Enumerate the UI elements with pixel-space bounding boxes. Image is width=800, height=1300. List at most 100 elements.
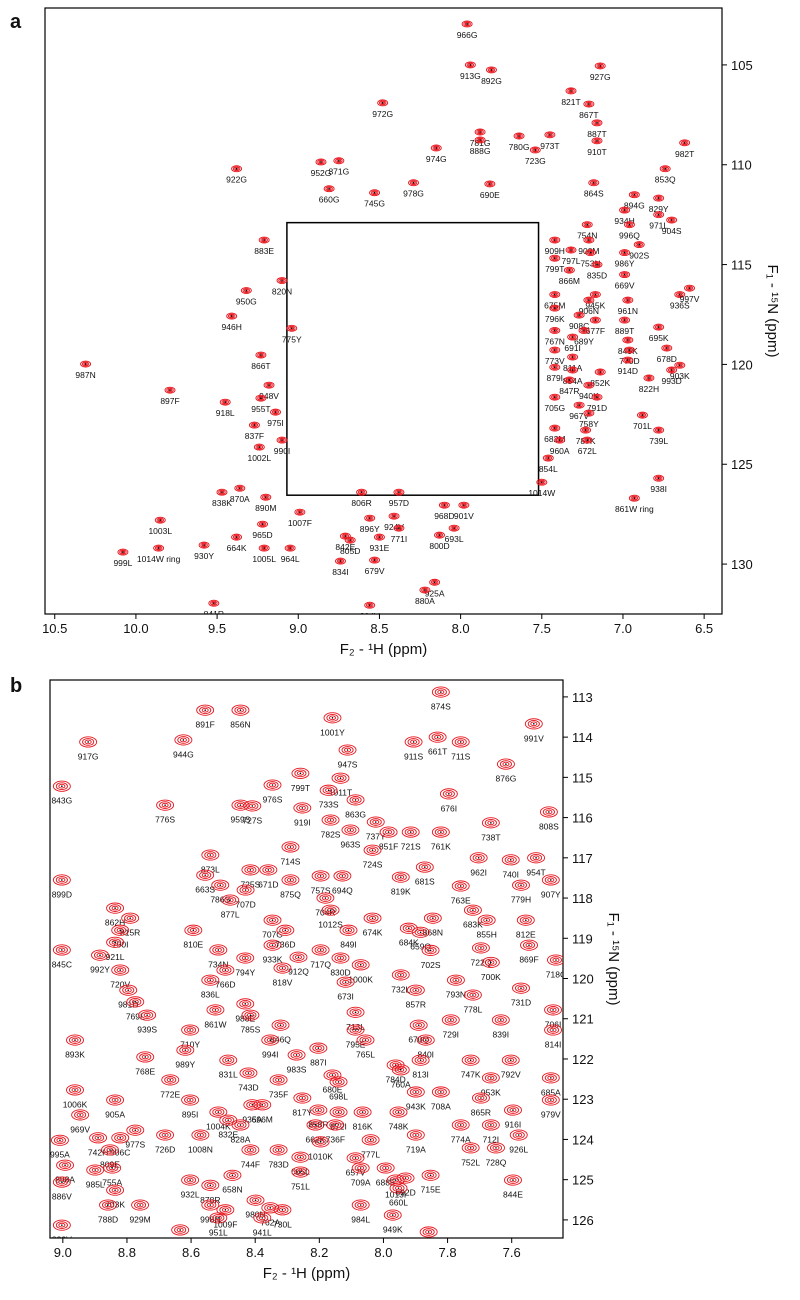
peak: [491, 1014, 510, 1026]
contour: [159, 1131, 172, 1139]
peak-label: 852K: [590, 378, 610, 388]
contour: [119, 984, 138, 996]
peak: [293, 1092, 312, 1104]
peak-label: 912Q: [288, 967, 309, 977]
contour: [181, 1094, 200, 1106]
peak: [549, 254, 561, 262]
contour: [379, 1164, 392, 1172]
contour: [451, 736, 470, 748]
contour: [275, 1077, 283, 1083]
contour: [434, 1088, 447, 1096]
contour: [324, 906, 337, 914]
contour: [365, 602, 374, 608]
contour: [632, 496, 637, 500]
contour: [531, 147, 540, 153]
peak-center: [553, 307, 556, 309]
peak-center: [289, 846, 292, 848]
peak-center: [509, 859, 512, 861]
contour: [346, 1152, 365, 1164]
contour: [474, 944, 487, 952]
contour: [187, 926, 200, 935]
contour: [219, 1054, 238, 1066]
contour: [109, 904, 122, 912]
contour: [56, 1159, 75, 1171]
peak-center: [477, 857, 480, 859]
peak-label: 954T: [526, 867, 545, 877]
contour: [622, 273, 627, 277]
contour: [585, 382, 593, 388]
peak-label: 679V: [365, 566, 385, 576]
contour: [464, 1144, 477, 1152]
contour: [326, 1119, 345, 1131]
peak-center: [277, 1149, 280, 1151]
contour: [417, 1057, 425, 1063]
peak-label: 773V: [545, 356, 565, 366]
peak: [234, 484, 246, 492]
contour: [522, 941, 536, 949]
contour: [347, 538, 353, 542]
contour: [106, 1094, 125, 1106]
contour: [477, 130, 483, 134]
contour: [383, 1209, 402, 1221]
peak: [284, 544, 296, 552]
peak: [176, 1044, 195, 1056]
contour: [570, 355, 575, 359]
contour: [435, 532, 444, 538]
contour: [406, 1129, 425, 1141]
contour: [325, 787, 333, 793]
contour: [411, 181, 416, 185]
contour: [664, 346, 670, 350]
contour: [570, 335, 575, 339]
peak-label: 976S: [263, 795, 283, 805]
contour: [439, 788, 458, 800]
peak-center: [159, 519, 162, 521]
contour: [551, 364, 559, 370]
peak: [52, 1219, 71, 1231]
contour: [201, 543, 207, 547]
contour: [236, 884, 255, 896]
contour: [58, 783, 66, 789]
contour: [580, 426, 592, 434]
contour: [239, 1067, 258, 1079]
contour: [541, 1094, 560, 1106]
contour: [156, 546, 161, 550]
contour: [583, 222, 591, 228]
peak-center: [588, 239, 590, 241]
peak-label: 660G: [319, 195, 340, 205]
contour: [583, 381, 595, 389]
peak: [106, 1094, 125, 1106]
contour: [179, 737, 187, 743]
contour: [346, 794, 365, 806]
contour: [474, 1094, 487, 1102]
peak-center: [209, 1204, 212, 1206]
peak: [209, 944, 228, 956]
peak-center: [657, 429, 660, 431]
peak-label: 837F: [245, 431, 264, 441]
contour: [369, 818, 382, 826]
peak-label: 879I: [547, 373, 564, 383]
peak-label: 799T: [545, 264, 564, 274]
peak: [659, 165, 671, 173]
contour: [278, 278, 286, 284]
contour: [620, 207, 629, 213]
peak: [549, 236, 561, 244]
peak: [471, 1092, 490, 1104]
peak-label: 893K: [65, 1050, 85, 1060]
contour: [539, 480, 545, 484]
contour: [263, 381, 275, 389]
contour: [249, 1196, 262, 1205]
contour: [216, 882, 224, 888]
contour: [431, 826, 450, 838]
contour: [219, 490, 225, 494]
peak-label: 838K: [212, 498, 232, 508]
contour: [552, 365, 558, 369]
contour: [106, 936, 125, 948]
peak-label: 661T: [428, 747, 447, 757]
contour: [52, 944, 71, 956]
contour: [687, 286, 692, 290]
contour: [591, 317, 600, 323]
peak: [563, 376, 575, 384]
contour: [391, 871, 410, 883]
peak-center: [670, 369, 673, 371]
contour: [270, 408, 281, 416]
